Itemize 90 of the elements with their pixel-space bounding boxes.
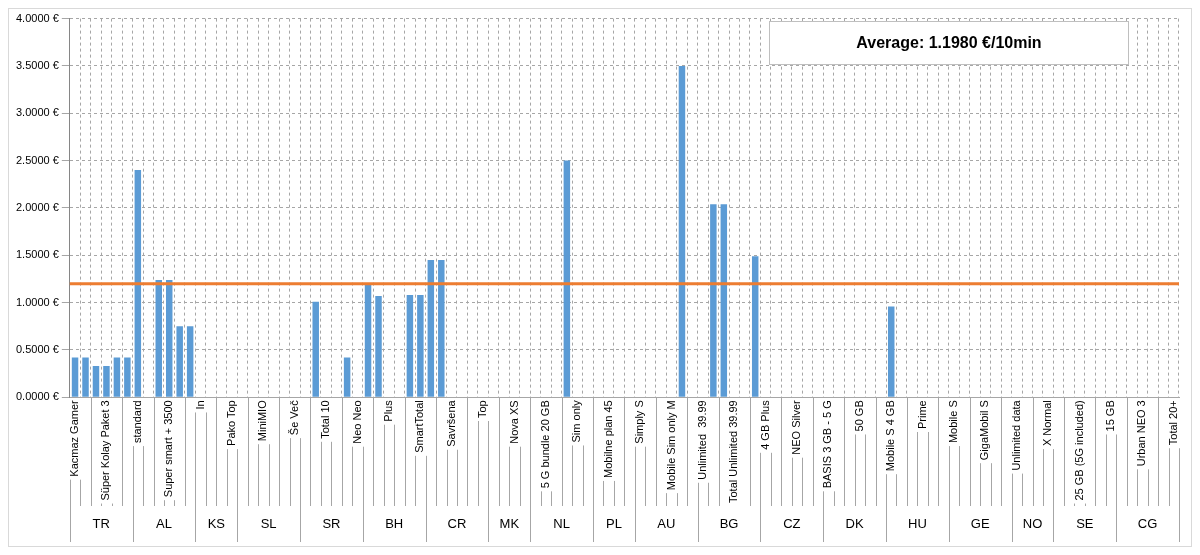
text: SR (322, 515, 341, 531)
x-tick-label: Süper Kolay Paket 3 (99, 400, 112, 501)
x-tick-label: Total 10 (319, 400, 332, 439)
x-tick-label: Nova XS (507, 400, 520, 444)
bar (427, 260, 435, 397)
x-tick-label: Top (476, 400, 489, 419)
bar (186, 326, 194, 397)
text: SL (260, 515, 277, 531)
bar (417, 295, 424, 397)
x-tick-label: Savršena (444, 399, 457, 447)
x-tick-label: X Normal (1041, 400, 1054, 447)
text: NL (553, 515, 570, 531)
text: SE (1076, 515, 1094, 531)
bar (563, 160, 571, 397)
x-tick-label: Prime (915, 400, 928, 430)
bar (312, 301, 319, 397)
bar (82, 357, 89, 397)
x-tick-label: Super smart + 3500 (162, 400, 175, 498)
x-tick-label: GigaMobil S (978, 400, 991, 461)
x-tick-label: NEO Silver (790, 399, 803, 455)
x-tick-label: 4 GB Plus (758, 399, 771, 450)
x-tick-label: Simply S (633, 400, 646, 444)
x-tick-label: Kacmaz Gamer (68, 399, 81, 477)
x-tick-label: Neo Neo (350, 400, 363, 444)
x-tick-label: Še Več (287, 399, 300, 436)
bar (364, 284, 372, 397)
bar (165, 279, 173, 397)
text: DK (845, 515, 864, 531)
text: CR (447, 515, 467, 531)
bar (155, 279, 163, 397)
y-tick-label: 3.0000 € (15, 106, 59, 119)
x-tick-label: standard (130, 400, 143, 444)
y-tick-label: 3.5000 € (15, 58, 59, 71)
bar (71, 357, 79, 397)
text: CZ (783, 515, 801, 531)
text: KS (207, 515, 226, 531)
bar (124, 357, 131, 397)
x-tick-label: BASIS 3 GB - 5 G (821, 400, 834, 489)
text: CG (1137, 515, 1158, 531)
y-tick-label: 1.5000 € (15, 248, 59, 261)
y-tick-label: 0.0000 € (15, 390, 59, 403)
x-tick-label: Urban NEO 3 (1135, 400, 1148, 467)
bar (103, 366, 110, 397)
text: NO (1022, 515, 1043, 531)
x-tick-label: 25 GB (5G included) (1072, 400, 1085, 501)
text: BH (385, 515, 404, 531)
bar (720, 204, 728, 397)
bar (888, 306, 895, 397)
bar (176, 326, 183, 397)
bar (406, 295, 414, 397)
x-tick-label: Mobilne plan 45 (601, 400, 614, 478)
bar (134, 170, 142, 397)
text: AL (156, 515, 172, 531)
bar (751, 256, 759, 397)
x-tick-label: Plus (382, 399, 394, 422)
x-tick-label: 50 GB (852, 400, 865, 432)
bar (375, 295, 382, 397)
bar (113, 357, 121, 397)
x-tick-label: Mobile Sim only M (664, 400, 677, 491)
y-tick-label: 2.0000 € (15, 200, 59, 213)
bar (678, 65, 686, 397)
x-tick-label: In (193, 400, 206, 410)
bar (343, 357, 351, 397)
x-tick-label: Unlimited 39.99 (695, 400, 708, 480)
bar (438, 260, 445, 397)
text: MK (499, 515, 520, 531)
text: BG (719, 515, 739, 531)
x-tick-label: Total 20+ (1166, 400, 1179, 446)
text-box: Average: 1.1980 €/10min (769, 21, 1129, 65)
x-tick-label: Pako Top (225, 400, 238, 446)
y-tick-label: 0.5000 € (15, 342, 59, 355)
y-tick-label: 2.5000 € (15, 153, 59, 166)
x-tick-label: 5 G bundle 20 GB (538, 400, 551, 489)
bar (92, 366, 100, 397)
x-tick-label: MiniMIO (256, 399, 269, 442)
x-tick-label: Sim only (570, 399, 583, 443)
x-tick-label: Mobile S (947, 400, 960, 444)
x-tick-label: SmartTotal (413, 400, 426, 453)
x-tick-label: Total Unlimited 39.99 (727, 400, 740, 504)
text: HU (908, 515, 927, 531)
x-tick-label: 15 GB (1104, 400, 1117, 432)
text: PL (605, 515, 622, 531)
text: TR (92, 515, 110, 531)
text: GE (970, 515, 990, 531)
y-tick-label: 4.0000 € (15, 11, 59, 24)
text: AU (657, 515, 676, 531)
y-tick-label: 1.0000 € (15, 295, 59, 308)
bar (710, 204, 717, 397)
x-tick-label: Unlimited data (1009, 399, 1022, 471)
x-tick-label: Mobile S 4 GB (884, 400, 897, 472)
